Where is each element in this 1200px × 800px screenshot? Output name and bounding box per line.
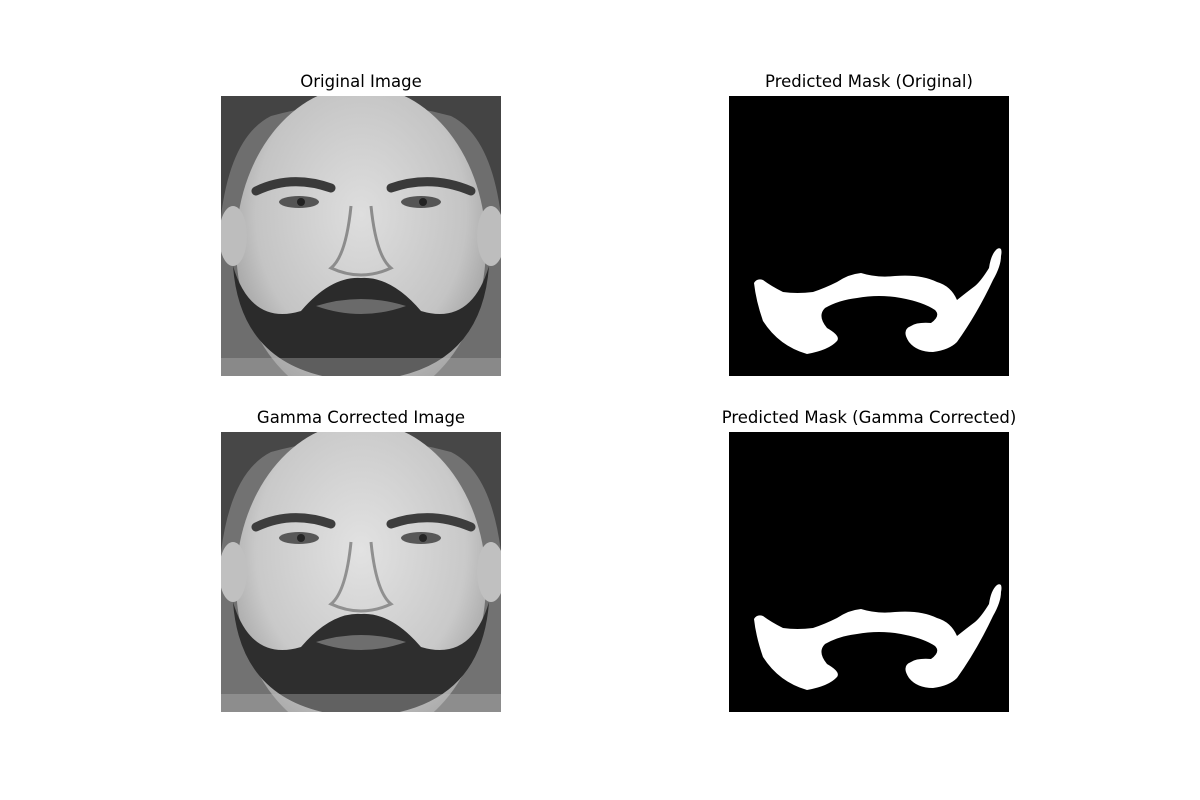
panel-predicted-mask-original (729, 96, 1009, 376)
panel-title-predicted-mask-original: Predicted Mask (Original) (765, 72, 973, 91)
beard-mask-gamma-corrected (729, 432, 1009, 712)
face-photo-gamma-corrected (221, 432, 501, 712)
face-photo-original (221, 96, 501, 376)
panel-original-image (221, 96, 501, 376)
panel-gamma-corrected-image (221, 432, 501, 712)
panel-title-gamma-corrected-image: Gamma Corrected Image (256, 408, 466, 427)
panel-title-original-image: Original Image (300, 72, 422, 91)
panel-title-predicted-mask-gamma-corrected: Predicted Mask (Gamma Corrected) (721, 408, 1017, 427)
panel-predicted-mask-gamma-corrected (729, 432, 1009, 712)
beard-mask-original (729, 96, 1009, 376)
